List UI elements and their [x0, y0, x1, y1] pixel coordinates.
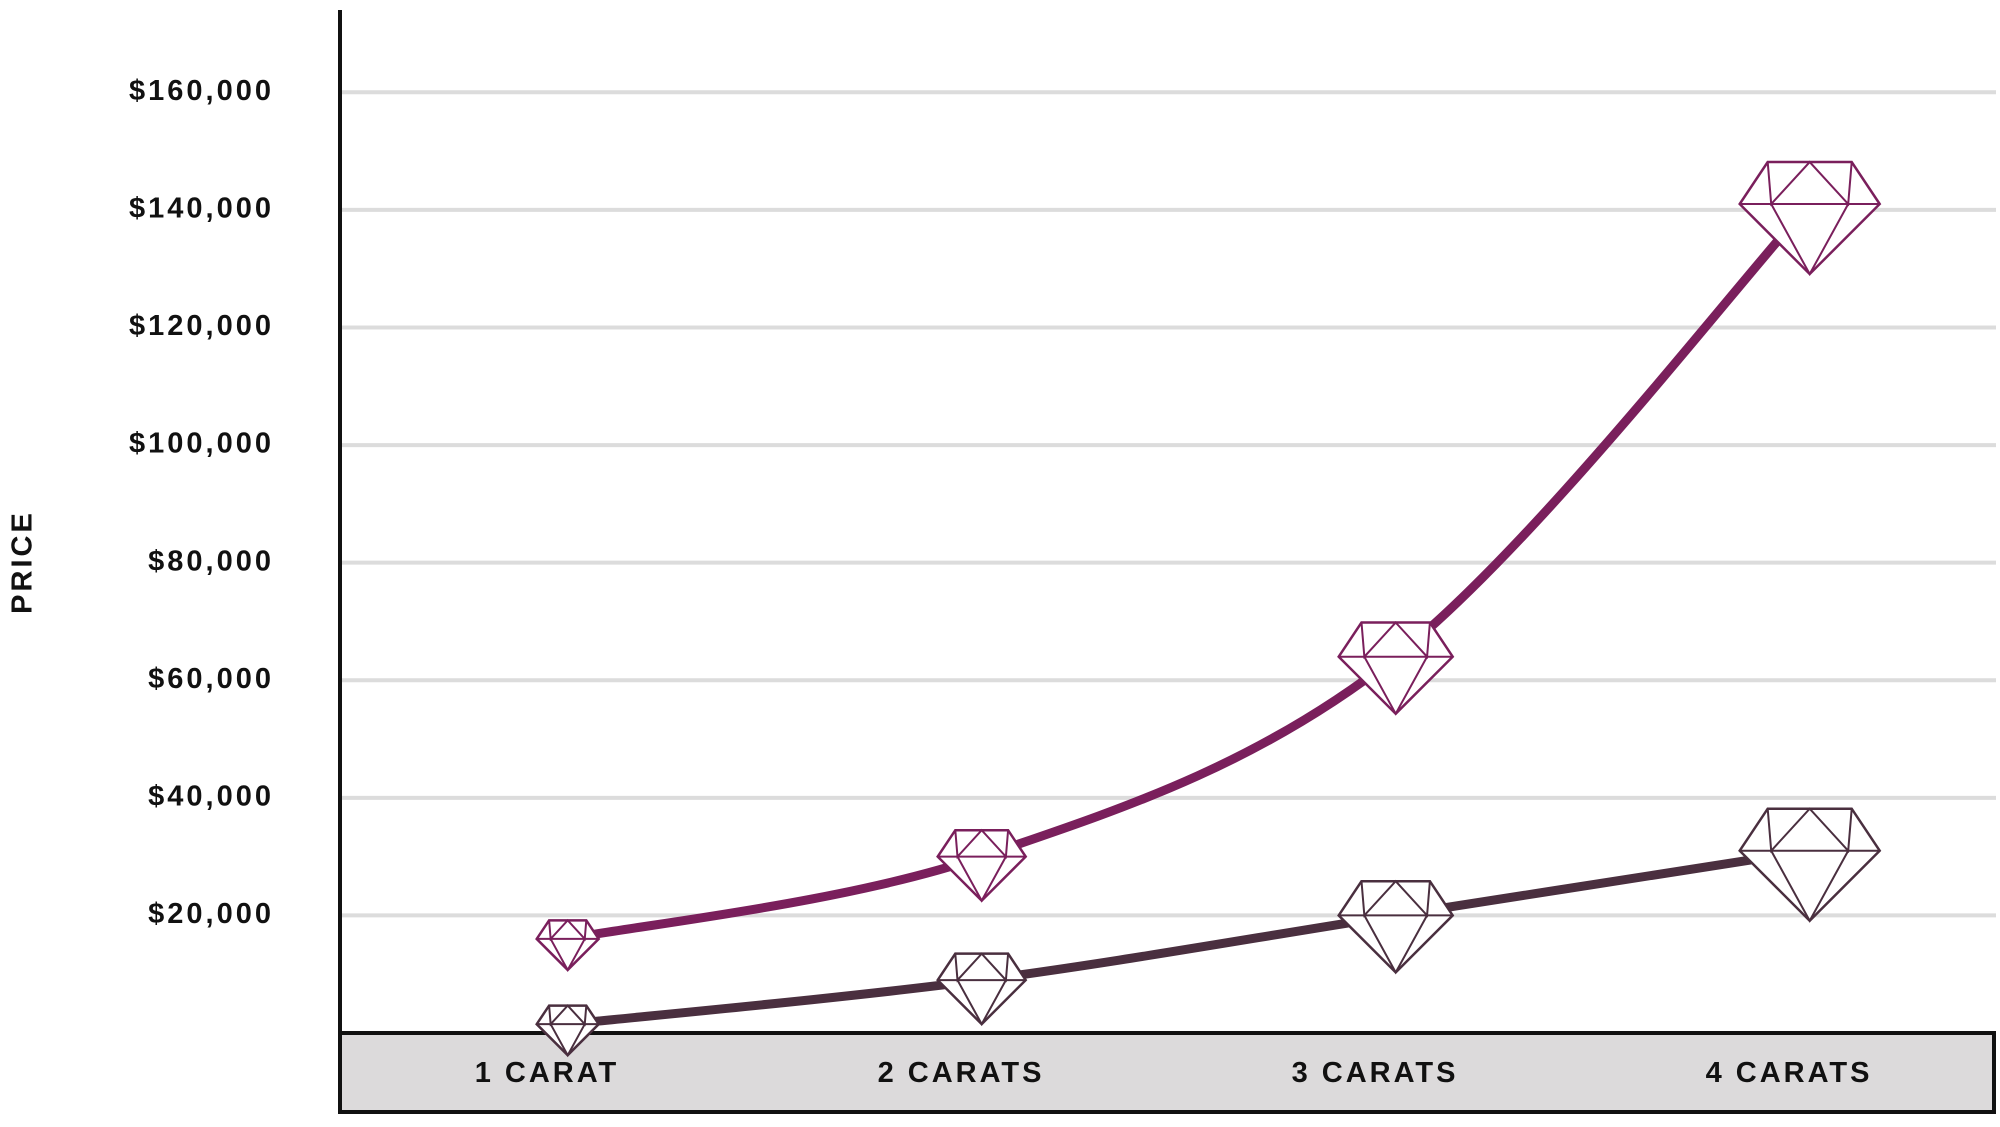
x-tick-label: 1 CARAT — [475, 1057, 620, 1089]
diamond-facet — [956, 856, 1007, 903]
diamond-facet — [954, 952, 1010, 983]
diamond-marker — [936, 828, 1028, 903]
grid — [340, 90, 1996, 918]
diamond-marker — [1337, 879, 1455, 975]
diamond-facet — [1766, 160, 1853, 207]
y-tick-label: $40,000 — [148, 780, 274, 812]
diamond-facet — [548, 918, 588, 942]
y-axis-label: PRICE — [7, 510, 39, 614]
diamond-facet — [1770, 850, 1850, 923]
diamond-outline — [535, 919, 601, 972]
diamond-outline — [936, 828, 1028, 903]
diamond-facet — [1360, 879, 1431, 918]
diamond-facet — [1360, 621, 1431, 660]
diamond-facet — [549, 938, 586, 973]
y-tick-label: $80,000 — [148, 545, 274, 577]
diamond-outline — [1738, 807, 1882, 923]
diamond-facet — [548, 1004, 588, 1027]
diamond-facet — [956, 979, 1007, 1027]
y-tick-label: $120,000 — [129, 310, 274, 342]
diamond-outline — [936, 952, 1028, 1026]
x-tick-label: 3 CARATS — [1292, 1057, 1459, 1089]
diamond-outline — [1738, 160, 1882, 276]
x-tick-label: 2 CARATS — [878, 1057, 1045, 1089]
diamond-marker — [1337, 621, 1455, 716]
diamond-marker — [535, 1004, 601, 1058]
diamond-facet — [1770, 203, 1850, 277]
y-tick-label: $100,000 — [129, 428, 274, 460]
series-line — [563, 199, 1815, 944]
diamond-facet — [1363, 656, 1428, 716]
y-tick-label: $160,000 — [129, 75, 274, 107]
y-tick-label: $140,000 — [129, 193, 274, 225]
diamond-marker — [936, 952, 1028, 1027]
diamond-facet — [954, 828, 1010, 859]
diamond-outline — [1337, 621, 1455, 716]
series-line — [563, 846, 1815, 1029]
x-tick-label: 4 CARATS — [1706, 1057, 1873, 1089]
diamond-outline — [535, 1004, 601, 1057]
y-tick-label: $20,000 — [148, 898, 274, 930]
diamond-marker — [535, 918, 601, 973]
y-tick-label: $60,000 — [148, 663, 274, 695]
diamond-facet — [549, 1023, 586, 1058]
diamond-outline — [1337, 879, 1455, 975]
diamond-facet — [1766, 807, 1853, 854]
diamond-marker — [1738, 160, 1882, 277]
diamond-facet — [1363, 914, 1428, 975]
diamond-marker — [1738, 807, 1882, 923]
